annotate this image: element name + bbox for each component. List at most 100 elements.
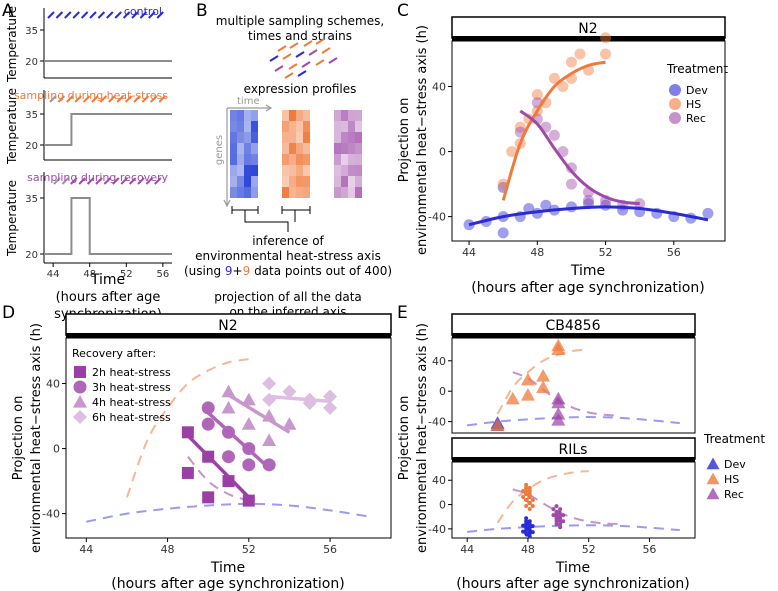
legend-swatch — [706, 472, 720, 485]
sampling-mark — [112, 177, 120, 185]
data-point-dev — [524, 519, 529, 524]
y-tick-label: 20 — [25, 250, 38, 261]
heatmap-cell — [282, 110, 289, 121]
sampling-mark — [114, 11, 122, 19]
sampling-mark — [91, 95, 99, 103]
data-point-dev — [527, 534, 532, 539]
panel-label: E — [397, 303, 408, 323]
data-point-hs — [527, 491, 532, 496]
heatmap-cell — [244, 132, 251, 143]
heatmap-cell — [296, 110, 303, 121]
data-point-dev — [702, 207, 714, 219]
panel-a-sampling-marks — [47, 11, 166, 185]
heatmap-cell — [230, 143, 237, 154]
heatmap-cell — [334, 132, 341, 143]
sampling-mark — [82, 95, 91, 103]
data-point-hs — [531, 89, 543, 101]
data-point-rec — [561, 513, 566, 518]
sampling-mark — [78, 177, 86, 185]
heatmap-cell — [348, 165, 355, 176]
sampling-mark — [95, 177, 103, 185]
heatmap-cell — [237, 187, 244, 198]
data-point — [242, 458, 256, 472]
legend-label: Dev — [686, 84, 708, 97]
x-axis-title: Time — [90, 272, 125, 288]
y-tick-label: 0 — [53, 443, 60, 456]
heatmap-cell — [303, 176, 310, 187]
heatmap-cell — [303, 154, 310, 165]
data-point-hs — [527, 495, 532, 500]
data-point — [221, 400, 236, 414]
heatmap-cell — [341, 121, 348, 132]
y-tick-label: 35 — [25, 110, 38, 121]
recovery-line — [186, 434, 251, 499]
sampling-mark — [99, 95, 108, 103]
heatmap-cell — [334, 165, 341, 176]
legend-swatch — [73, 410, 87, 424]
data-point-rec — [558, 525, 563, 530]
sampling-dash — [277, 45, 287, 52]
panel-e: E CB4856 RILs -40 0 40 -40 0 40 44 48 52 56 Proje… — [397, 303, 765, 591]
inference-brackets — [231, 206, 311, 232]
heatmap-cell — [289, 110, 296, 121]
panel-d-data: -40 0 40 44 48 52 56 — [42, 358, 371, 556]
schemes-text: times and strains — [248, 29, 352, 43]
y-tick-label: -40 — [428, 523, 446, 536]
sampling-mark — [108, 95, 116, 103]
heatmap-cell — [334, 143, 341, 154]
data-point — [241, 392, 256, 406]
x-tick-label: 44 — [462, 246, 476, 259]
heatmap-cell — [296, 121, 303, 132]
sampling-mark — [103, 177, 112, 185]
x-tick-label: 52 — [242, 543, 256, 556]
sampling-mark — [131, 11, 139, 19]
y-axis-title: Projection on — [11, 396, 26, 481]
sampling-mark — [74, 95, 82, 103]
data-point-dev — [524, 532, 529, 537]
recovery-line — [268, 394, 331, 404]
heatmap-cell — [237, 143, 244, 154]
x-tick-label: 48 — [161, 543, 175, 556]
heatmap-cell — [303, 110, 310, 121]
recovery-line — [207, 411, 271, 470]
heatmap-cell — [282, 187, 289, 198]
x-tick-label: 48 — [530, 246, 544, 259]
heatmap-cell — [303, 165, 310, 176]
data-point-rec — [554, 504, 559, 509]
heatmap-cell — [289, 154, 296, 165]
data-point-rec — [551, 513, 556, 518]
heatmap-cell — [296, 165, 303, 176]
data-point-dev — [527, 527, 532, 532]
time-axis-label: time — [237, 96, 260, 107]
data-point-hs — [527, 507, 532, 512]
heatmap-cell — [289, 165, 296, 176]
heatmap-cell — [355, 143, 362, 154]
data-point — [221, 384, 236, 398]
data-point-hs — [514, 121, 526, 133]
sampling-dash — [321, 47, 331, 54]
data-point-hs — [506, 146, 518, 158]
profile-axes — [223, 104, 273, 208]
panel-a-temperature-lines — [44, 60, 172, 255]
strip-title: CB4856 — [545, 318, 600, 334]
panel-b: B multiple sampling schemes, times and s… — [184, 1, 392, 319]
heatmap-cell — [341, 143, 348, 154]
reference-curve-rec — [187, 456, 250, 502]
y-tick-label: 20 — [25, 57, 38, 68]
recovery-line — [227, 393, 291, 434]
legend-swatch — [706, 487, 720, 500]
x-tick-label: 44 — [47, 269, 60, 280]
data-point-rec — [565, 162, 577, 174]
data-point-hs — [524, 504, 529, 509]
heatmap-cell — [348, 121, 355, 132]
sampling-dash — [303, 40, 313, 47]
recovery-label: sampling during recovery — [27, 171, 168, 184]
y-tick-label: 0 — [439, 385, 446, 398]
data-point-hs — [520, 388, 535, 401]
legend-label: Dev — [724, 458, 746, 471]
x-tick-label: 48 — [521, 543, 535, 556]
temperature-label: Temperature — [5, 88, 19, 165]
sampling-mark — [70, 177, 78, 185]
sampling-mark — [89, 11, 97, 19]
data-point-dev — [524, 516, 529, 521]
